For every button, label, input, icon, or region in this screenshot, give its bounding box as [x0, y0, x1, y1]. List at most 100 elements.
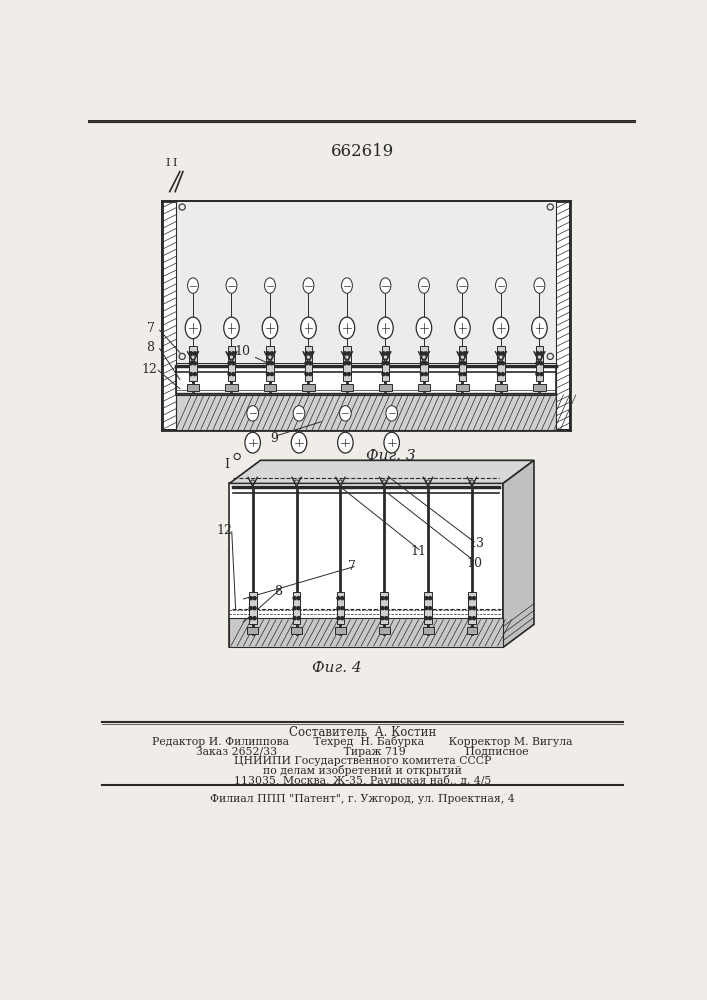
Circle shape	[189, 352, 192, 355]
Circle shape	[463, 352, 466, 355]
Bar	[459, 346, 467, 381]
Ellipse shape	[187, 278, 199, 293]
Circle shape	[428, 617, 431, 620]
Text: Филиал ППП "Патент", г. Ужгород, ул. Проектная, 4: Филиал ППП "Патент", г. Ужгород, ул. Про…	[211, 794, 515, 804]
Circle shape	[305, 362, 308, 365]
Circle shape	[501, 362, 504, 365]
Circle shape	[305, 352, 308, 355]
Circle shape	[424, 373, 428, 376]
Bar	[176, 395, 556, 430]
Ellipse shape	[338, 432, 353, 453]
Bar	[176, 366, 556, 395]
Bar	[533, 384, 546, 391]
Circle shape	[344, 352, 346, 355]
Circle shape	[382, 362, 385, 365]
Bar	[382, 346, 390, 381]
Circle shape	[297, 597, 300, 600]
Text: 8: 8	[274, 585, 282, 598]
Circle shape	[459, 373, 462, 376]
Bar	[293, 592, 300, 624]
Circle shape	[253, 617, 256, 620]
Circle shape	[501, 373, 504, 376]
Text: Фиг. 3: Фиг. 3	[366, 449, 416, 463]
Ellipse shape	[532, 317, 547, 339]
Circle shape	[293, 617, 296, 620]
Bar	[249, 592, 257, 624]
Bar	[226, 384, 238, 391]
Text: по делам изобретений и открытий: по делам изобретений и открытий	[263, 765, 462, 776]
Circle shape	[421, 362, 423, 365]
Bar	[423, 627, 433, 634]
Bar	[335, 627, 346, 634]
Bar	[379, 627, 390, 634]
Bar	[468, 592, 476, 624]
Bar	[162, 201, 571, 430]
Circle shape	[194, 352, 197, 355]
Circle shape	[469, 617, 472, 620]
Ellipse shape	[247, 406, 259, 421]
Circle shape	[293, 597, 296, 600]
Circle shape	[270, 352, 274, 355]
Ellipse shape	[455, 317, 470, 339]
Text: Заказ 2652/33                   Тираж 719                 Подписное: Заказ 2652/33 Тираж 719 Подписное	[197, 747, 529, 757]
Text: I: I	[166, 158, 170, 168]
Text: 12: 12	[216, 524, 232, 537]
Circle shape	[540, 373, 543, 376]
Circle shape	[472, 597, 476, 600]
Bar	[418, 384, 430, 391]
Circle shape	[421, 373, 423, 376]
Circle shape	[337, 617, 340, 620]
Ellipse shape	[226, 278, 237, 293]
Bar	[291, 627, 302, 634]
Circle shape	[232, 362, 235, 365]
Circle shape	[249, 607, 252, 610]
Circle shape	[381, 607, 384, 610]
Ellipse shape	[493, 317, 508, 339]
Bar	[189, 346, 197, 381]
Circle shape	[337, 607, 340, 610]
Circle shape	[228, 352, 231, 355]
Circle shape	[382, 352, 385, 355]
Bar	[379, 384, 392, 391]
Circle shape	[421, 352, 423, 355]
Text: 8: 8	[146, 341, 155, 354]
Circle shape	[249, 597, 252, 600]
Bar	[341, 384, 354, 391]
Polygon shape	[230, 460, 534, 483]
Ellipse shape	[303, 278, 314, 293]
Bar	[456, 384, 469, 391]
Ellipse shape	[457, 278, 468, 293]
Circle shape	[270, 373, 274, 376]
Circle shape	[498, 362, 501, 365]
Ellipse shape	[534, 278, 545, 293]
Circle shape	[344, 373, 346, 376]
Bar	[495, 384, 507, 391]
Text: 7: 7	[348, 560, 356, 573]
Circle shape	[189, 373, 192, 376]
Circle shape	[194, 362, 197, 365]
Circle shape	[267, 362, 269, 365]
Circle shape	[536, 362, 539, 365]
Text: 10: 10	[467, 557, 483, 570]
Circle shape	[386, 362, 389, 365]
Text: Фиг. 4: Фиг. 4	[312, 661, 361, 675]
Ellipse shape	[386, 406, 397, 421]
Bar	[247, 627, 258, 634]
Circle shape	[501, 352, 504, 355]
Text: 662619: 662619	[331, 143, 395, 160]
Ellipse shape	[341, 278, 352, 293]
Bar	[230, 618, 503, 647]
Bar	[535, 346, 543, 381]
Circle shape	[249, 617, 252, 620]
Ellipse shape	[419, 278, 429, 293]
Circle shape	[194, 373, 197, 376]
Circle shape	[297, 607, 300, 610]
Circle shape	[536, 352, 539, 355]
Circle shape	[463, 362, 466, 365]
Bar	[343, 346, 351, 381]
Bar	[556, 201, 571, 430]
Ellipse shape	[223, 317, 239, 339]
Circle shape	[469, 607, 472, 610]
Circle shape	[347, 352, 351, 355]
Circle shape	[459, 362, 462, 365]
